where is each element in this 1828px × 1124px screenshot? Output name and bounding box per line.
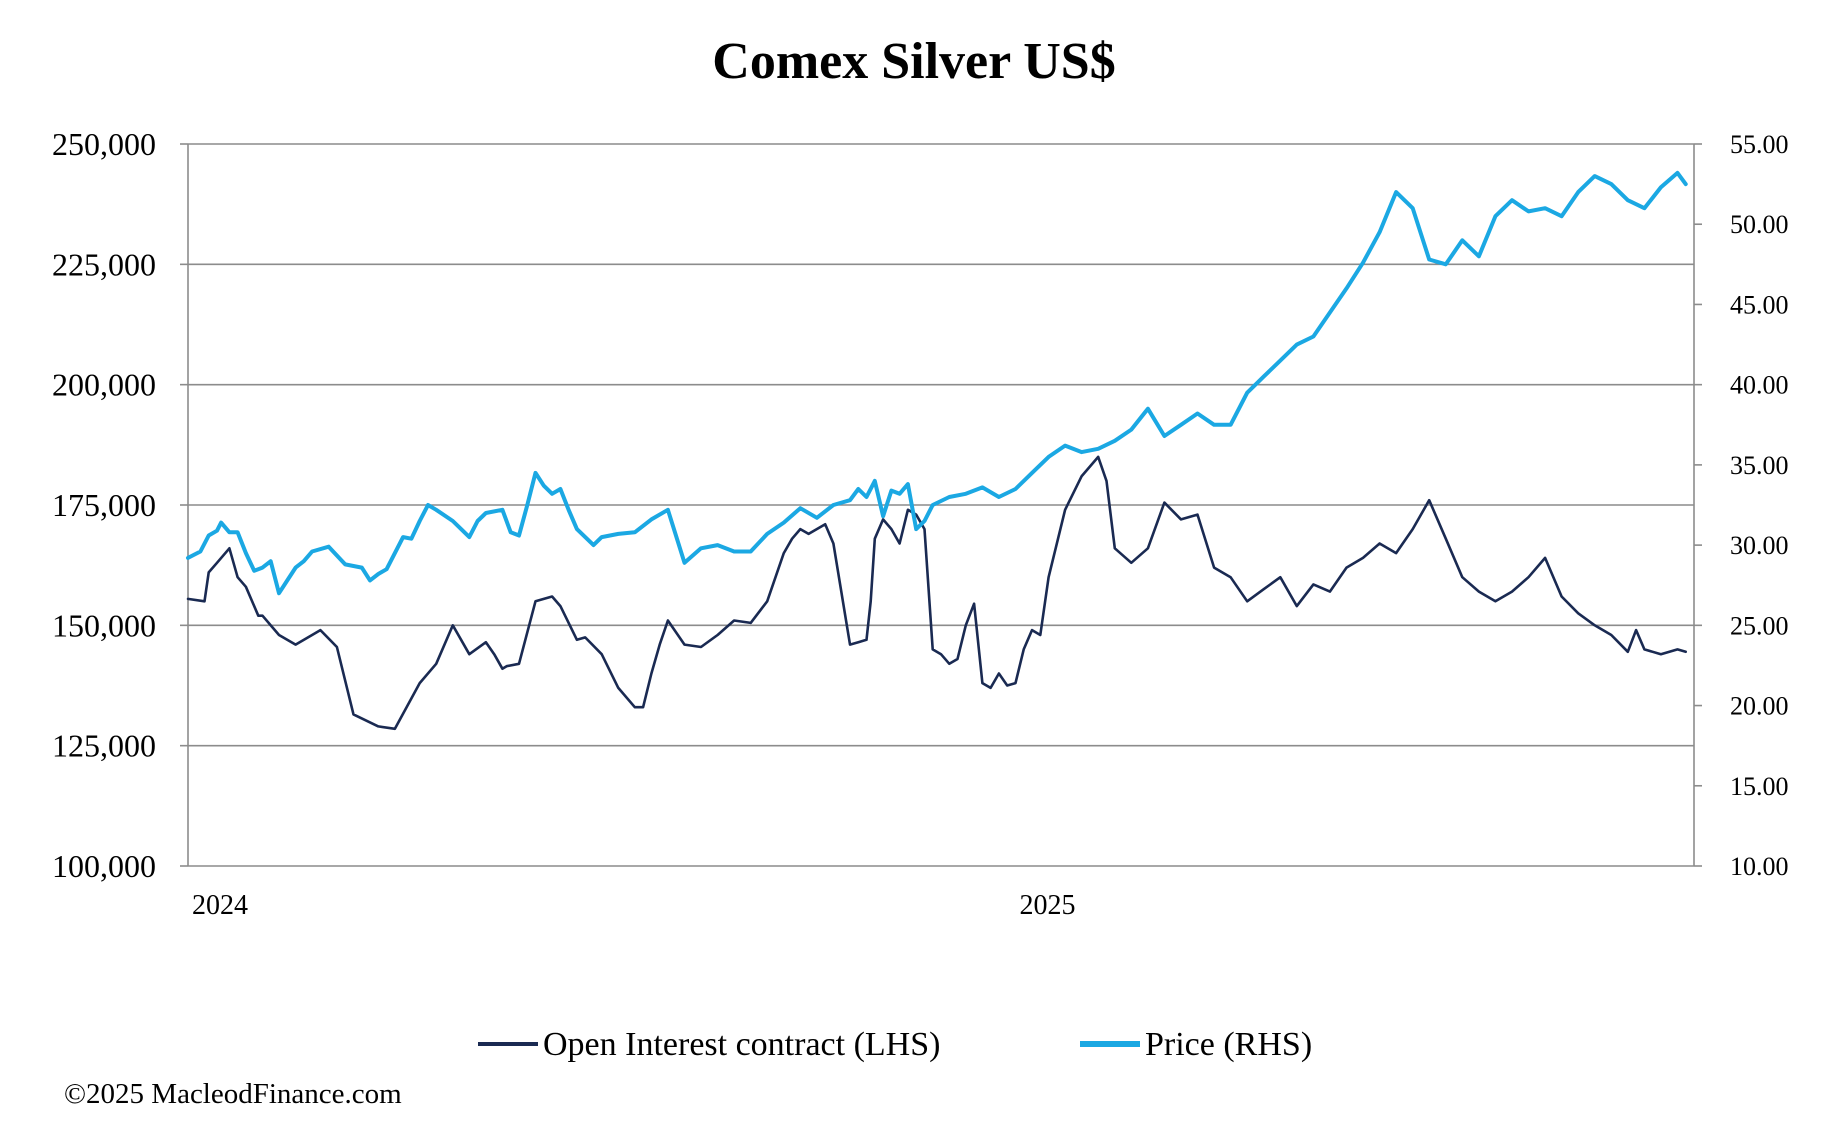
right-tick-label: 45.00: [1730, 290, 1789, 319]
right-axis-ticks: 10.00 15.00 20.00 25.00 30.00 35.00 40.00 45.00…: [1694, 130, 1789, 881]
left-tick-label: 250,000: [52, 126, 156, 162]
gridlines: [188, 143, 1694, 747]
left-tick-label: 200,000: [52, 367, 156, 403]
left-tick-label: 125,000: [52, 728, 156, 764]
right-tick-label: 15.00: [1730, 772, 1789, 801]
left-axis-ticks: 100,000 125,000 150,000 175,000 200,000 225,0…: [52, 126, 188, 884]
left-tick-label: 100,000: [52, 848, 156, 884]
left-tick-label: 150,000: [52, 607, 156, 643]
right-tick-label: 55.00: [1730, 130, 1789, 159]
copyright-text: ©2025 MacleodFinance.com: [64, 1078, 402, 1110]
right-tick-label: 25.00: [1730, 611, 1789, 640]
x-tick-label: 2024: [192, 890, 248, 921]
series-line-price: [186, 170, 1688, 596]
chart-title: Comex Silver US$: [712, 33, 1115, 90]
right-tick-label: 35.00: [1730, 451, 1789, 480]
left-tick-label: 175,000: [52, 487, 156, 523]
right-tick-label: 30.00: [1730, 531, 1789, 560]
legend-label-open-interest: Open Interest contract (LHS): [543, 1026, 940, 1063]
legend-label-price: Price (RHS): [1145, 1026, 1312, 1063]
x-axis-ticks: 2024 2025: [192, 890, 1075, 921]
left-tick-label: 225,000: [52, 246, 156, 282]
right-tick-label: 10.00: [1730, 852, 1789, 881]
right-tick-label: 40.00: [1730, 371, 1789, 400]
x-tick-label: 2025: [1019, 890, 1075, 921]
right-tick-label: 20.00: [1730, 692, 1789, 721]
right-tick-label: 50.00: [1730, 210, 1789, 239]
legend: Open Interest contract (LHS) Price (RHS): [478, 1026, 1312, 1063]
series-line-open-interest: [186, 455, 1687, 731]
series: [186, 170, 1688, 731]
